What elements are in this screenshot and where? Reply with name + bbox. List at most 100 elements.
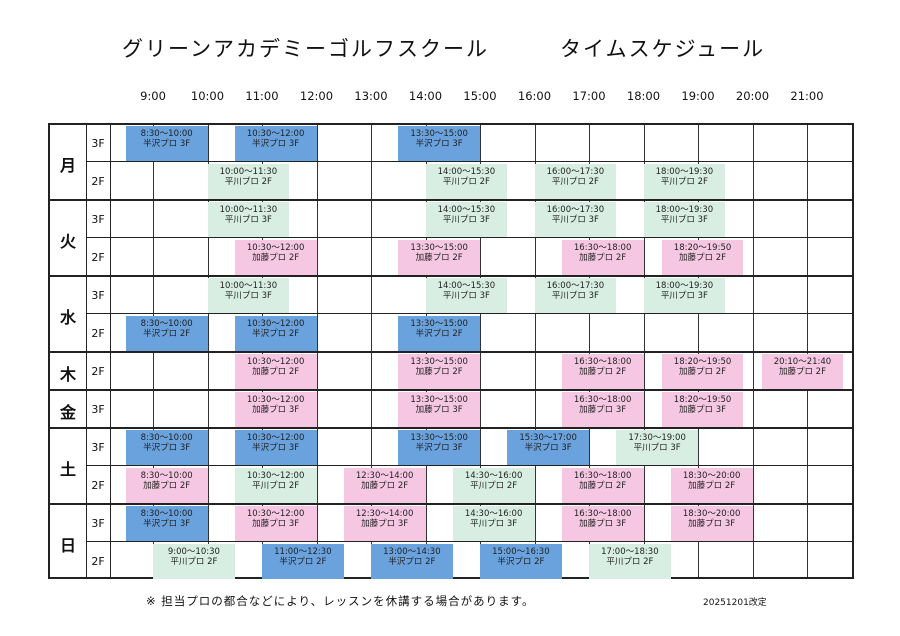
lesson-instructor: 平川プロ 2F <box>252 481 300 491</box>
lesson-instructor: 半沢プロ 3F <box>143 139 191 149</box>
day-divider <box>50 389 852 391</box>
lesson-block: 18:00～19:30 平川プロ 3F <box>643 202 726 237</box>
day-label: 木 <box>59 365 76 384</box>
lesson-time: 16:00～17:30 <box>546 205 605 215</box>
lesson-time: 8:30～10:00 <box>140 319 193 329</box>
floor-label: 3F <box>91 403 105 416</box>
lesson-instructor: 平川プロ 2F <box>660 177 708 187</box>
lesson-instructor: 平川プロ 3F <box>442 215 490 225</box>
lesson-time: 8:30～10:00 <box>140 129 193 139</box>
lesson-time: 16:30～18:00 <box>573 243 632 253</box>
lesson-block: 17:30～19:00 平川プロ 3F <box>616 430 698 465</box>
lesson-block: 16:30～18:00 加藤プロ 2F <box>561 468 644 503</box>
lesson-instructor: 加藤プロ 3F <box>415 405 463 415</box>
lesson-instructor: 加藤プロ 2F <box>252 367 300 377</box>
day-divider <box>50 427 852 429</box>
lesson-instructor: 平川プロ 3F <box>633 443 681 453</box>
lesson-instructor: 加藤プロ 2F <box>579 253 627 263</box>
school-name: グリーンアカデミーゴルフスクール <box>122 37 489 61</box>
lesson-instructor: 半沢プロ 3F <box>415 139 463 149</box>
lesson-block: 18:20～19:50 加藤プロ 2F <box>661 354 744 389</box>
lesson-block: 12:30～14:00 加藤プロ 2F <box>343 468 426 503</box>
lesson-time: 14:30～16:00 <box>464 509 523 519</box>
lesson-instructor: 平川プロ 3F <box>224 215 272 225</box>
lesson-block: 13:30～15:00 加藤プロ 3F <box>398 392 480 427</box>
hour-label: 12:00 <box>299 89 334 103</box>
lesson-instructor: 半沢プロ 2F <box>415 329 463 339</box>
lesson-instructor: 加藤プロ 3F <box>252 519 300 529</box>
lesson-instructor: 平川プロ 2F <box>442 177 490 187</box>
lesson-block: 18:00～19:30 平川プロ 2F <box>643 164 726 199</box>
lesson-block: 10:00～11:30 平川プロ 3F <box>207 202 290 237</box>
lesson-time: 20:10～21:40 <box>773 357 832 367</box>
lesson-time: 10:30～12:00 <box>246 243 305 253</box>
lesson-time: 12:30～14:00 <box>355 471 414 481</box>
lesson-block: 18:30～20:00 加藤プロ 3F <box>670 506 753 541</box>
lesson-block: 12:30～14:00 加藤プロ 3F <box>343 506 426 541</box>
hour-label: 14:00 <box>408 89 443 103</box>
day-divider <box>50 351 852 353</box>
lesson-block: 13:30～15:00 加藤プロ 2F <box>398 240 480 275</box>
lesson-instructor: 加藤プロ 2F <box>579 367 627 377</box>
lesson-block: 17:00～18:30 平川プロ 2F <box>589 544 671 579</box>
footer-note: ※ 担当プロの都合などにより、レッスンを休講する場合があります。 <box>146 594 535 608</box>
lesson-instructor: 半沢プロ 3F <box>415 443 463 453</box>
lesson-block: 11:00～12:30 半沢プロ 2F <box>262 544 344 579</box>
lesson-instructor: 加藤プロ 2F <box>778 367 826 377</box>
lesson-instructor: 半沢プロ 2F <box>279 557 327 567</box>
hour-label: 21:00 <box>790 89 824 103</box>
day-divider <box>50 275 852 277</box>
lesson-block: 8:30～10:00 半沢プロ 3F <box>125 506 208 541</box>
lesson-block: 16:00～17:30 平川プロ 2F <box>534 164 617 199</box>
floor-label: 3F <box>91 289 105 302</box>
lesson-instructor: 加藤プロ 2F <box>143 481 191 491</box>
lesson-time: 10:30～12:00 <box>246 319 305 329</box>
lesson-time: 16:30～18:00 <box>573 395 632 405</box>
day-label: 金 <box>59 403 76 422</box>
floor-label: 2F <box>91 327 105 340</box>
lesson-time: 14:00～15:30 <box>437 205 496 215</box>
lesson-instructor: 平川プロ 2F <box>224 177 272 187</box>
lesson-time: 16:30～18:00 <box>573 357 632 367</box>
lesson-time: 13:30～15:00 <box>410 319 468 329</box>
lesson-block: 13:30～15:00 加藤プロ 2F <box>398 354 480 389</box>
floor-label: 3F <box>91 137 105 150</box>
lesson-block: 8:30～10:00 半沢プロ 2F <box>125 316 208 351</box>
floor-label: 2F <box>91 175 105 188</box>
floor-divider <box>86 161 852 162</box>
lesson-time: 10:30～12:00 <box>246 433 305 443</box>
lesson-block: 14:30～16:00 平川プロ 3F <box>452 506 535 541</box>
lesson-block: 18:20～19:50 加藤プロ 2F <box>661 240 744 275</box>
day-label: 日 <box>59 536 76 555</box>
lesson-instructor: 加藤プロ 2F <box>415 253 463 263</box>
lesson-block: 15:30～17:00 半沢プロ 3F <box>507 430 589 465</box>
lesson-time: 16:00～17:30 <box>546 281 605 291</box>
lesson-block: 10:30～12:00 半沢プロ 3F <box>234 126 317 161</box>
lesson-block: 13:00～14:30 半沢プロ 2F <box>371 544 453 579</box>
lesson-time: 18:30～20:00 <box>682 509 741 519</box>
lesson-time: 9:00～10:30 <box>167 547 220 557</box>
lesson-block: 20:10～21:40 加藤プロ 2F <box>761 354 844 389</box>
hour-label: 18:00 <box>626 89 661 103</box>
lesson-instructor: 半沢プロ 2F <box>252 329 300 339</box>
floor-divider <box>86 313 852 314</box>
time-axis: 9:00 10:00 11:00 12:00 13:00 14:00 15:00 16:00 1… <box>0 89 900 105</box>
hour-label: 10:00 <box>190 89 225 103</box>
lesson-instructor: 加藤プロ 3F <box>361 519 409 529</box>
lesson-block: 16:30～18:00 加藤プロ 2F <box>561 240 644 275</box>
lesson-block: 13:30～15:00 半沢プロ 3F <box>398 126 480 161</box>
schedule-grid: 月 3F 8:30～10:00 半沢プロ 3F 10:30～12:00 半沢プロ 3F 13… <box>48 123 854 579</box>
lesson-block: 14:00～15:30 平川プロ 3F <box>425 278 508 313</box>
lesson-block: 10:30～12:00 半沢プロ 3F <box>234 430 317 465</box>
lesson-time: 15:00～16:30 <box>492 547 550 557</box>
lesson-time: 10:00～11:30 <box>219 281 278 291</box>
lesson-time: 18:20～19:50 <box>673 357 732 367</box>
lesson-instructor: 平川プロ 3F <box>660 215 708 225</box>
lesson-block: 14:00～15:30 平川プロ 2F <box>425 164 508 199</box>
floor-label: 2F <box>91 555 105 568</box>
hour-label: 9:00 <box>140 89 166 103</box>
lesson-block: 16:00～17:30 平川プロ 3F <box>534 278 617 313</box>
lesson-instructor: 半沢プロ 3F <box>524 443 572 453</box>
lesson-time: 10:30～12:00 <box>246 471 305 481</box>
lesson-time: 16:30～18:00 <box>573 509 632 519</box>
